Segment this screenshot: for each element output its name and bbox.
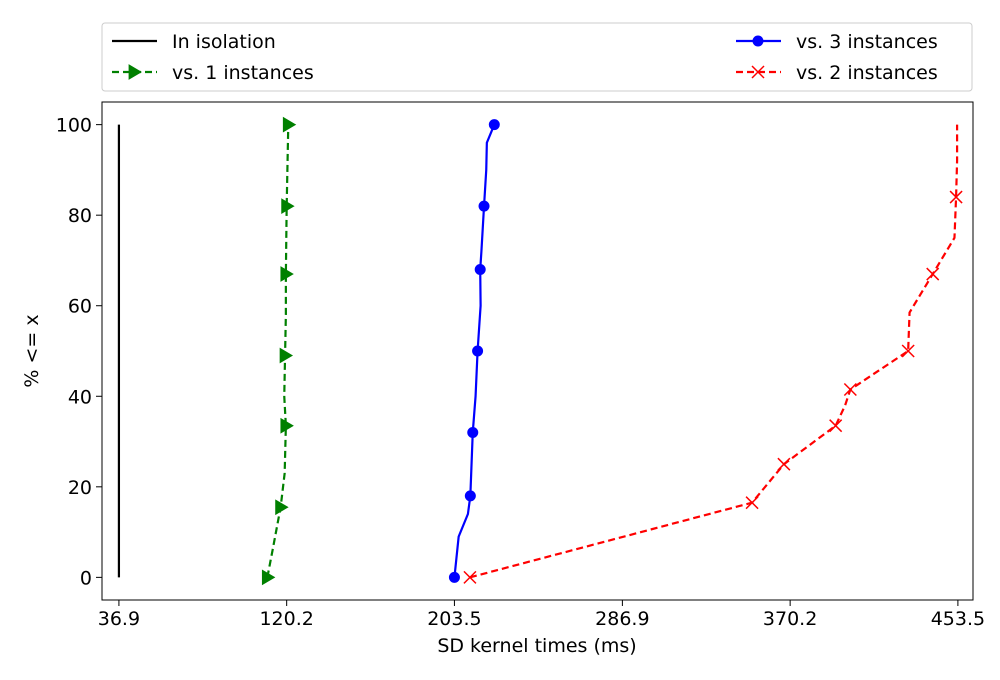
series-vs-1-instances-point	[282, 116, 297, 133]
series-vs-2-instances-point	[829, 419, 843, 433]
series-vs-3-instances-point	[472, 345, 484, 357]
legend: In isolation vs. 1 instances vs. 3 instanc…	[101, 22, 973, 92]
legend-in-isolation-label: In isolation	[172, 31, 276, 53]
series-vs-3-instances-point	[464, 490, 476, 502]
x-marker-stroke	[751, 65, 765, 79]
legend-vs-2-instances: vs. 2 instances	[736, 62, 938, 84]
x-tick-label: 36.9	[98, 608, 140, 630]
series-vs-3-instances-line	[453, 124, 496, 578]
legend-vs-2-instances-point	[751, 65, 765, 79]
series-vs-3-instances-point	[474, 264, 486, 276]
y-tick-label: 80	[68, 205, 92, 227]
series-vs-2-instances-point	[901, 344, 915, 358]
y-tick-label: 60	[68, 296, 92, 318]
series-layer	[117, 116, 963, 586]
series-vs-3-instances-point	[467, 426, 479, 438]
series-vs-2-instances-point	[949, 190, 963, 204]
series-vs-2-instances-line	[469, 124, 959, 579]
y-axis-label: % <= x	[21, 314, 43, 387]
x-tick-label: 370.2	[763, 608, 817, 630]
series-vs-1-instances	[261, 116, 297, 586]
series-vs-3-instances-point	[448, 571, 460, 583]
legend-vs-2-instances-label: vs. 2 instances	[796, 62, 938, 84]
series-vs-3-instances-point	[478, 200, 490, 212]
legend-vs-1-instances: vs. 1 instances	[112, 62, 314, 84]
x-marker-stroke	[843, 382, 857, 397]
x-tick-label: 453.5	[931, 608, 985, 630]
series-vs-2-instances-point	[926, 267, 940, 281]
series-vs-2-instances-point	[777, 457, 791, 471]
series-vs-1-instances-point	[261, 569, 276, 586]
x-tick-label: 203.5	[427, 608, 481, 630]
series-vs-3-instances	[448, 119, 500, 583]
legend-in-isolation: In isolation	[112, 31, 276, 53]
y-tick-label: 20	[68, 477, 92, 499]
legend-vs-1-instances-label: vs. 1 instances	[172, 62, 314, 84]
series-vs-1-instances-line	[266, 124, 290, 578]
y-tick-label: 0	[80, 567, 92, 589]
x-marker-stroke	[745, 496, 759, 510]
x-marker-stroke	[777, 457, 791, 471]
x-marker-stroke	[829, 419, 843, 433]
legend-vs-3-instances-point	[752, 35, 764, 47]
legend-vs-1-instances-point	[128, 64, 142, 80]
x-marker-stroke	[949, 190, 963, 204]
series-vs-2-instances-point	[843, 382, 857, 397]
x-marker-stroke	[901, 344, 915, 358]
plot-frame	[101, 101, 974, 601]
series-vs-2-instances	[463, 124, 963, 584]
series-vs-1-instances-point	[279, 347, 294, 364]
series-vs-1-instances-point	[275, 499, 289, 516]
legend-vs-3-instances-label: vs. 3 instances	[796, 31, 938, 53]
legend-vs-3-instances: vs. 3 instances	[736, 31, 938, 53]
series-vs-3-instances-point	[488, 119, 500, 131]
x-tick-label: 286.9	[595, 608, 649, 630]
axes-layer: 36.9 120.2 203.5 286.9 370.2 453.5 0 20 40 60 80 10…	[56, 115, 985, 630]
y-tick-label: 40	[68, 386, 92, 408]
x-axis-label: SD kernel times (ms)	[437, 635, 636, 657]
series-vs-1-instances-point	[281, 198, 295, 215]
series-vs-1-instances-point	[280, 266, 294, 282]
x-tick-label: 120.2	[259, 608, 313, 630]
series-vs-2-instances-point	[463, 570, 477, 584]
series-vs-1-instances-point	[280, 417, 294, 434]
series-vs-2-instances-point	[745, 496, 759, 510]
x-marker-stroke	[463, 570, 477, 584]
x-marker-stroke	[926, 267, 940, 281]
y-tick-label: 100	[56, 115, 92, 137]
